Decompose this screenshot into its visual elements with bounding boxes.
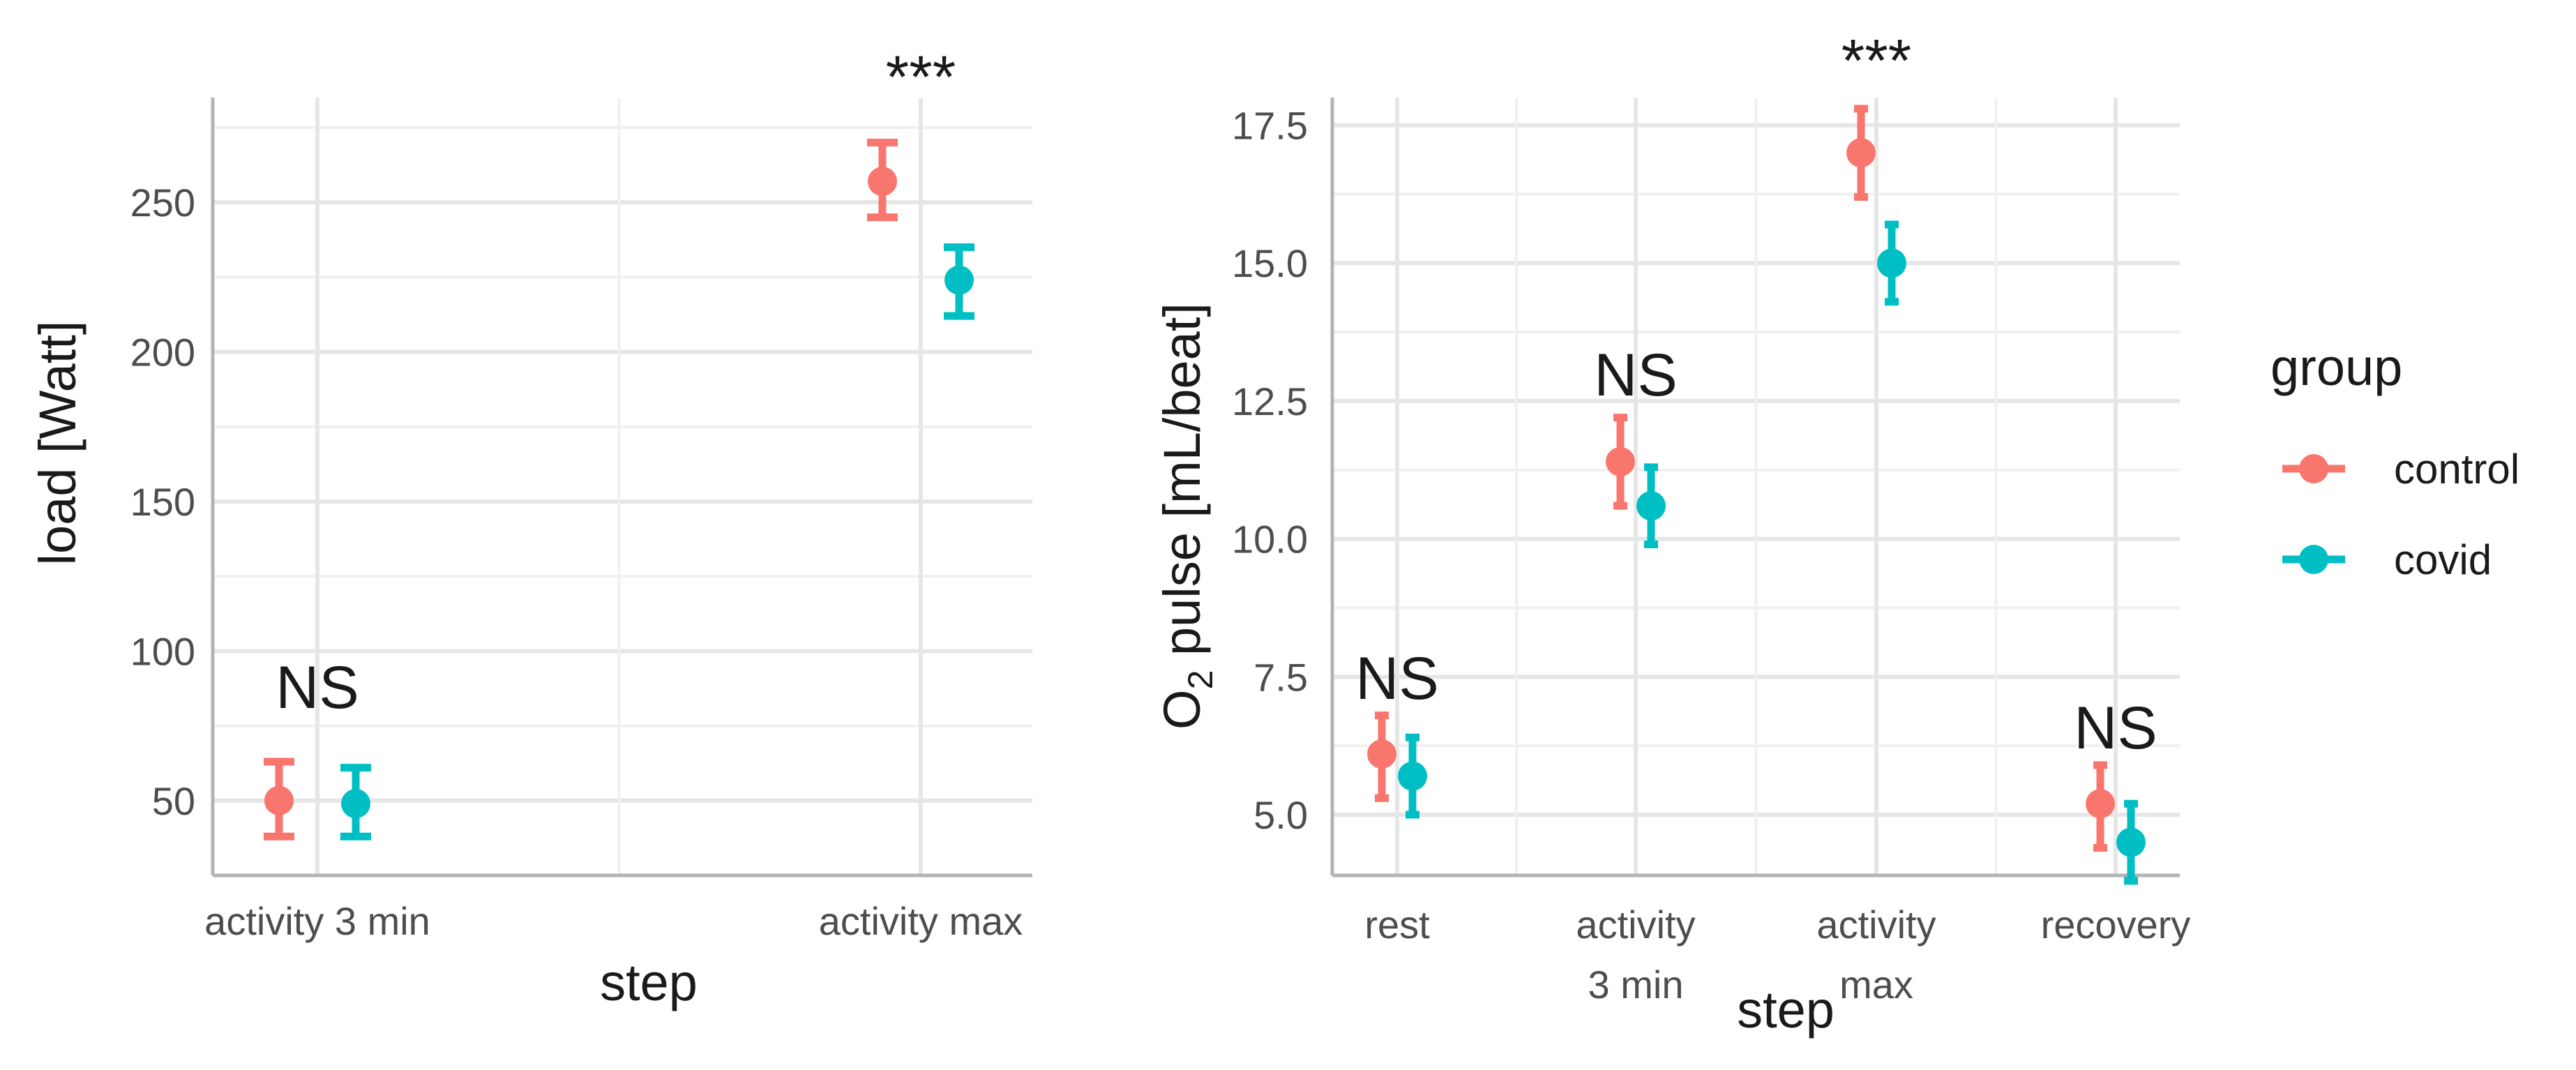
significance-label: NS	[1594, 342, 1677, 409]
o2-pulse-annotations: NS NS *** NS	[1355, 27, 2157, 762]
o2-pulse-marks	[1367, 105, 2146, 885]
point-control	[868, 167, 897, 197]
point-covid	[1877, 248, 1906, 278]
legend-item-control: control	[2282, 446, 2519, 492]
significance-label: ***	[1841, 27, 1911, 94]
significance-label: NS	[276, 654, 359, 721]
pointrange-control	[867, 138, 898, 222]
load-annotations: NS ***	[276, 44, 956, 721]
point-control	[2086, 789, 2115, 819]
y-tick-label: 12.5	[1232, 379, 1308, 423]
point-covid	[2116, 827, 2146, 857]
y-tick-label: 7.5	[1253, 655, 1308, 699]
point-control	[264, 785, 294, 815]
point-covid	[944, 265, 974, 295]
significance-label: NS	[1355, 645, 1438, 712]
significance-label: NS	[2074, 695, 2157, 762]
load-x-axis-title: step	[600, 954, 698, 1011]
pointrange-control	[1846, 105, 1876, 201]
load-marks	[264, 138, 974, 841]
o2-pulse-y-title-sub: 2	[1181, 670, 1220, 690]
legend-label: control	[2394, 446, 2519, 492]
pointrange-control	[2086, 761, 2115, 852]
legend: group control covid	[2270, 338, 2519, 583]
load-chart: 50 100 150 200 250 activity 3 min activity max…	[29, 44, 1032, 1011]
pointrange-covid	[1877, 220, 1906, 306]
pointrange-covid	[944, 243, 974, 320]
x-tick-label: recovery	[2041, 903, 2191, 947]
y-tick-label: 250	[130, 181, 195, 225]
pointrange-control	[1606, 414, 1635, 510]
point-covid	[1398, 761, 1427, 791]
legend-label: covid	[2394, 536, 2492, 583]
legend-title: group	[2270, 338, 2402, 396]
point-control	[1367, 739, 1396, 769]
load-grid	[211, 98, 1032, 877]
y-tick-label: 17.5	[1232, 104, 1308, 148]
y-tick-label: 15.0	[1232, 241, 1308, 285]
point-control	[1606, 446, 1635, 476]
pointrange-control	[264, 758, 294, 841]
x-tick-label: activity 3 min	[1576, 903, 1695, 1007]
y-tick-label: 5.0	[1253, 793, 1308, 837]
o2-pulse-x-axis-title: step	[1737, 981, 1835, 1039]
y-tick-label: 100	[130, 629, 195, 673]
load-ticks: 50 100 150 200 250 activity 3 min activity max	[130, 181, 1023, 943]
legend-item-covid: covid	[2282, 536, 2492, 583]
o2-pulse-chart: 5.0 7.5 10.0 12.5 15.0 17.5 rest activity 3 min a…	[1153, 27, 2190, 1039]
y-tick-label: 50	[152, 779, 195, 823]
o2-pulse-y-title-main: O	[1153, 689, 1211, 730]
significance-label: ***	[886, 44, 956, 111]
x-tick-label: activity max	[1816, 903, 1936, 1007]
y-tick-label: 150	[130, 480, 195, 524]
pointrange-covid	[1636, 463, 1666, 549]
o2-pulse-grid	[1330, 98, 2180, 877]
y-tick-label: 10.0	[1232, 518, 1308, 562]
x-tick-label: rest	[1364, 903, 1430, 947]
y-tick-label: 200	[130, 331, 195, 375]
pointrange-covid	[1398, 733, 1427, 819]
o2-pulse-ticks: 5.0 7.5 10.0 12.5 15.0 17.5 rest activity 3 min a…	[1232, 104, 2190, 1007]
legend-items: control covid	[2282, 446, 2519, 583]
o2-pulse-y-axis-title: O2 pulse [mL/beat]	[1153, 303, 1220, 730]
point-covid	[1636, 491, 1666, 521]
pointrange-covid	[340, 764, 371, 841]
point-control	[1846, 138, 1876, 168]
pointrange-covid	[2116, 799, 2146, 885]
o2-pulse-y-title-rest: pulse [mL/beat]	[1153, 303, 1211, 670]
legend-key-point	[2299, 545, 2328, 574]
legend-key-point	[2299, 454, 2328, 483]
pointrange-control	[1367, 711, 1396, 802]
load-y-axis-title: load [Watt]	[29, 321, 86, 566]
x-tick-label: activity 3 min	[204, 899, 430, 943]
point-covid	[341, 789, 370, 819]
x-tick-label: activity max	[819, 899, 1023, 943]
